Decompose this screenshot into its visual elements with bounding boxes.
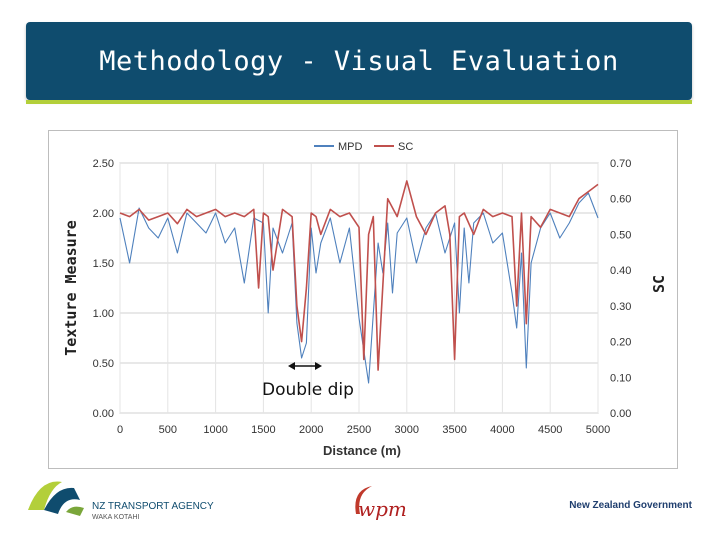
y-tick-label: 0.50 [93, 358, 114, 370]
y2-tick-label: 0.20 [610, 337, 631, 349]
wpm-logo: wpm [355, 486, 407, 521]
nzta-logo-tail [66, 506, 84, 516]
double-dip-annotation: Double dip [262, 362, 354, 400]
y-tick-label: 2.50 [93, 158, 114, 170]
x-tick-label: 0 [117, 424, 123, 436]
legend: MPD SC [314, 141, 413, 153]
y-tick-label: 1.00 [93, 308, 114, 320]
y2-axis-title: SC [650, 275, 668, 293]
wpm-logo-arc [355, 486, 372, 514]
legend-sc-label: SC [398, 141, 413, 153]
nzta-logo-swoosh [44, 487, 80, 514]
nzta-logo: NZ TRANSPORT AGENCY WAKA KOTAHI [28, 481, 214, 521]
y-tick-label: 0.00 [93, 408, 114, 420]
y2-tick-label: 0.00 [610, 408, 631, 420]
series-line-sc [119, 180, 599, 371]
title-bar: Methodology - Visual Evaluation [26, 22, 692, 100]
nzta-logo-mark [28, 481, 62, 510]
x-tick-label: 2000 [299, 424, 323, 436]
y2-tick-label: 0.70 [610, 158, 631, 170]
y2-tick-label: 0.10 [610, 372, 631, 384]
nzta-logo-name: NZ TRANSPORT AGENCY [92, 501, 214, 512]
nzta-logo-sub: WAKA KOTAHI [92, 514, 140, 521]
x-tick-label: 3000 [395, 424, 419, 436]
slide-title: Methodology - Visual Evaluation [99, 46, 619, 77]
x-tick-label: 2500 [347, 424, 371, 436]
legend-mpd-label: MPD [338, 141, 363, 153]
double-dip-label: Double dip [262, 380, 354, 400]
series-line-mpd [119, 192, 599, 384]
x-tick-label: 4000 [490, 424, 514, 436]
y-axis-title: Texture Measure [62, 220, 80, 355]
x-tick-label: 1000 [203, 424, 227, 436]
y2-tick-label: 0.60 [610, 194, 631, 206]
double-dip-arrow-left-head [288, 362, 295, 370]
double-dip-arrow-right-head [315, 362, 322, 370]
y-tick-label: 1.50 [93, 258, 114, 270]
y2-tick-label: 0.40 [610, 265, 631, 277]
x-axis-title: Distance (m) [323, 443, 401, 458]
y-tick-label: 2.00 [93, 208, 114, 220]
title-accent-bar [26, 100, 692, 104]
y2-tick-label: 0.50 [610, 229, 631, 241]
y2-tick-label: 0.30 [610, 301, 631, 313]
x-tick-label: 5000 [586, 424, 610, 436]
x-tick-label: 500 [159, 424, 177, 436]
x-tick-label: 4500 [538, 424, 562, 436]
x-tick-label: 1500 [251, 424, 275, 436]
nz-government-logo: New Zealand Government [569, 500, 692, 511]
x-tick-label: 3500 [442, 424, 466, 436]
nz-government-text: New Zealand Government [569, 500, 692, 511]
wpm-logo-text: wpm [358, 497, 407, 521]
